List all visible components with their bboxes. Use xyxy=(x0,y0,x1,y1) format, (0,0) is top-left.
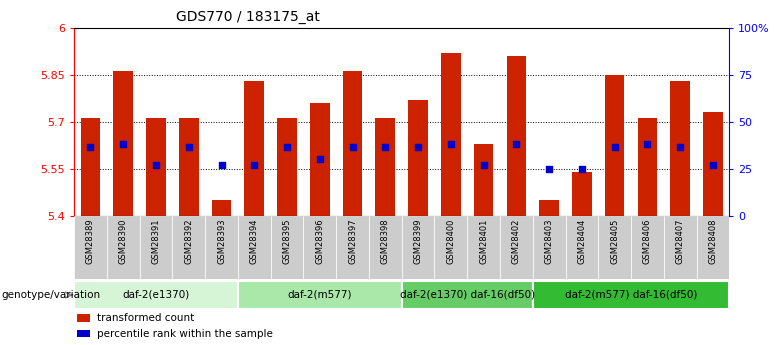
Point xyxy=(314,156,326,162)
Bar xyxy=(369,216,402,279)
Bar xyxy=(408,100,428,216)
Text: GSM28402: GSM28402 xyxy=(512,219,521,264)
Text: GDS770 / 183175_at: GDS770 / 183175_at xyxy=(176,10,319,24)
Bar xyxy=(500,216,533,279)
Point xyxy=(445,141,457,146)
Text: GSM28400: GSM28400 xyxy=(446,219,456,264)
Bar xyxy=(77,314,90,322)
Bar xyxy=(271,216,303,279)
Text: GSM28389: GSM28389 xyxy=(86,219,95,264)
Text: GSM28398: GSM28398 xyxy=(381,219,390,264)
Text: GSM28404: GSM28404 xyxy=(577,219,587,264)
Point xyxy=(641,141,654,146)
Bar xyxy=(179,118,199,216)
Bar xyxy=(697,216,729,279)
Bar xyxy=(631,216,664,279)
Text: transformed count: transformed count xyxy=(97,313,194,323)
Text: GSM28408: GSM28408 xyxy=(708,219,718,264)
Point xyxy=(248,163,261,168)
Bar xyxy=(172,216,205,279)
Point xyxy=(543,166,555,171)
Bar xyxy=(506,56,526,216)
Point xyxy=(412,144,424,149)
Bar xyxy=(402,216,434,279)
Text: GSM28392: GSM28392 xyxy=(184,219,193,264)
Bar xyxy=(533,281,729,309)
Bar xyxy=(74,216,107,279)
Bar xyxy=(473,144,494,216)
Text: daf-2(m577) daf-16(df50): daf-2(m577) daf-16(df50) xyxy=(565,290,697,300)
Point xyxy=(183,144,195,149)
Text: GSM28397: GSM28397 xyxy=(348,219,357,264)
Bar xyxy=(670,81,690,216)
Text: GSM28390: GSM28390 xyxy=(119,219,128,264)
Bar xyxy=(211,200,232,216)
Bar xyxy=(146,118,166,216)
Bar xyxy=(336,216,369,279)
Bar xyxy=(303,216,336,279)
Point xyxy=(84,144,97,149)
Text: GSM28406: GSM28406 xyxy=(643,219,652,264)
Bar xyxy=(77,330,90,337)
Text: GSM28399: GSM28399 xyxy=(413,219,423,264)
Bar xyxy=(467,216,500,279)
Bar xyxy=(244,81,264,216)
Bar xyxy=(434,216,467,279)
Text: GSM28394: GSM28394 xyxy=(250,219,259,264)
Bar xyxy=(238,281,402,309)
Text: GSM28407: GSM28407 xyxy=(675,219,685,264)
Bar xyxy=(664,216,697,279)
Text: GSM28391: GSM28391 xyxy=(151,219,161,264)
Bar xyxy=(402,281,533,309)
Point xyxy=(707,163,719,168)
Point xyxy=(346,144,359,149)
Point xyxy=(576,166,588,171)
Point xyxy=(281,144,293,149)
Bar xyxy=(107,216,140,279)
Text: GSM28401: GSM28401 xyxy=(479,219,488,264)
Point xyxy=(510,141,523,146)
Bar xyxy=(140,216,172,279)
Text: GSM28395: GSM28395 xyxy=(282,219,292,264)
Text: GSM28393: GSM28393 xyxy=(217,219,226,264)
Bar xyxy=(604,75,625,216)
Bar xyxy=(637,118,658,216)
Bar xyxy=(375,118,395,216)
Point xyxy=(379,144,392,149)
Bar xyxy=(703,112,723,216)
Bar xyxy=(598,216,631,279)
Text: daf-2(e1370) daf-16(df50): daf-2(e1370) daf-16(df50) xyxy=(399,290,535,300)
Text: GSM28403: GSM28403 xyxy=(544,219,554,264)
Bar xyxy=(74,281,238,309)
Bar xyxy=(310,103,330,216)
Bar xyxy=(533,216,566,279)
Bar xyxy=(238,216,271,279)
Bar xyxy=(277,118,297,216)
Bar xyxy=(539,200,559,216)
Point xyxy=(150,163,162,168)
Text: genotype/variation: genotype/variation xyxy=(2,290,101,300)
Bar xyxy=(342,71,363,216)
Bar xyxy=(441,53,461,216)
Text: percentile rank within the sample: percentile rank within the sample xyxy=(97,329,273,338)
Bar xyxy=(113,71,133,216)
Point xyxy=(117,141,129,146)
Bar xyxy=(566,216,598,279)
Text: GSM28405: GSM28405 xyxy=(610,219,619,264)
Point xyxy=(608,144,621,149)
Point xyxy=(477,163,490,168)
Bar xyxy=(205,216,238,279)
Bar xyxy=(80,118,101,216)
Text: daf-2(e1370): daf-2(e1370) xyxy=(122,290,190,300)
Bar xyxy=(572,172,592,216)
Point xyxy=(215,163,228,168)
Point xyxy=(674,144,686,149)
Text: GSM28396: GSM28396 xyxy=(315,219,324,264)
Text: daf-2(m577): daf-2(m577) xyxy=(288,290,352,300)
